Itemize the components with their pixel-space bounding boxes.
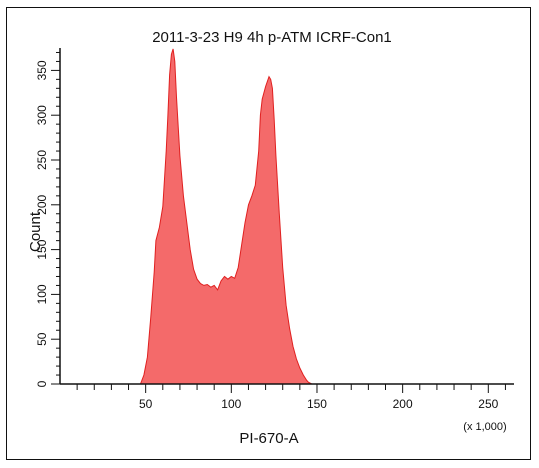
y-tick-label: 350 — [35, 60, 49, 80]
y-tick-label: 50 — [35, 332, 49, 346]
x-axis-label: PI-670-A — [239, 430, 298, 447]
x-tick-label: 100 — [221, 397, 241, 411]
x-tick-label: 250 — [478, 397, 498, 411]
x-tick-label: 150 — [307, 397, 327, 411]
plot-area: 0 50 100 150 200 250 300 350 50 100 150 200 250 — [35, 48, 514, 411]
histogram-area — [139, 48, 514, 385]
y-tick-label: 0 — [35, 380, 49, 387]
x-tick-label: 50 — [139, 397, 153, 411]
y-tick-label: 100 — [35, 284, 49, 304]
histogram-chart: 2011-3-23 H9 4h p-ATM ICRF-Con1 PI-670-A… — [27, 29, 514, 447]
y-tick-label: 250 — [35, 150, 49, 170]
y-axis-label: Count — [27, 211, 44, 252]
y-tick-label: 200 — [35, 194, 49, 214]
x-tick-label: 200 — [393, 397, 413, 411]
y-tick-label: 300 — [35, 105, 49, 125]
x-multiplier-label: (x 1,000) — [463, 421, 506, 433]
chart-title: 2011-3-23 H9 4h p-ATM ICRF-Con1 — [152, 29, 392, 46]
chart-frame: 2011-3-23 H9 4h p-ATM ICRF-Con1 PI-670-A… — [6, 7, 531, 460]
y-tick-label: 150 — [35, 239, 49, 259]
